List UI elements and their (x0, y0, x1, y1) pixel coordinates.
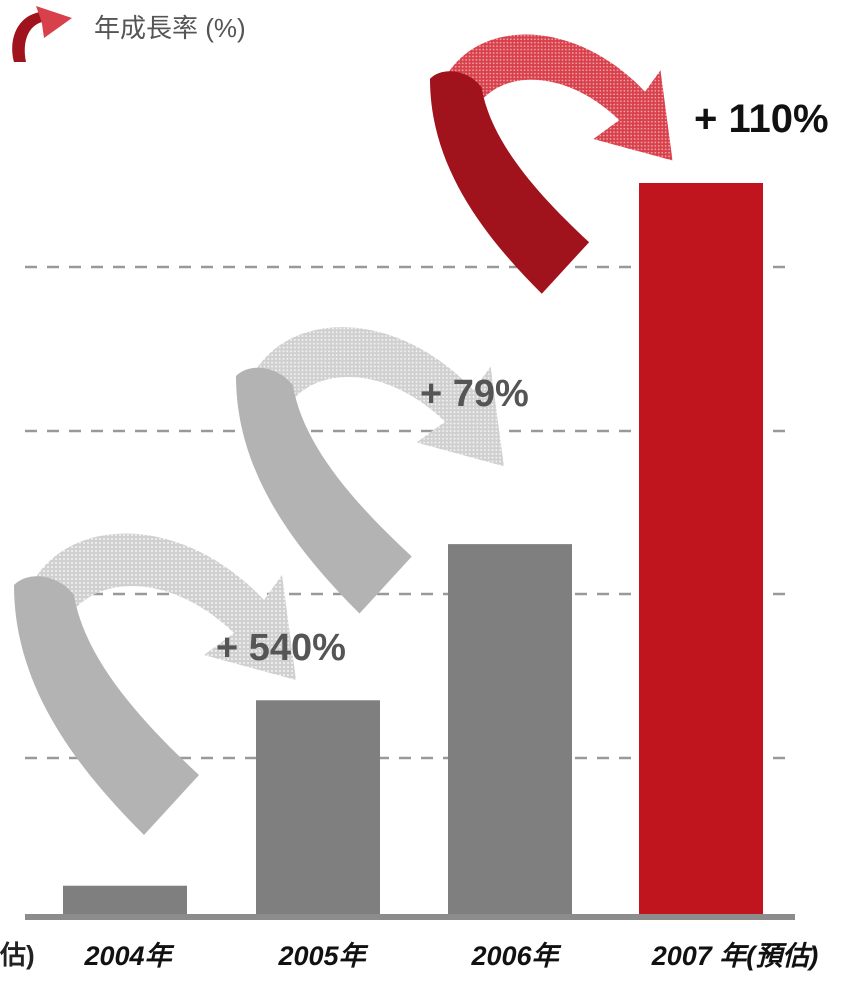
x-tick-label: 2007 年(預估) (651, 941, 819, 971)
bar (639, 183, 763, 915)
curved-arrow-icon (12, 6, 72, 62)
growth-arrows (14, 34, 673, 835)
growth-rate-label: + 79% (420, 373, 529, 415)
bar (448, 544, 572, 915)
arrow-tail (430, 71, 590, 294)
legend-label: 年成長率 (%) (94, 13, 246, 43)
growth-arrow-2006 (236, 327, 504, 614)
arrow-head (447, 34, 673, 161)
growth-arrow-2005 (14, 533, 296, 835)
arrow-head (255, 327, 504, 467)
labels: + 540% + 79% + 110% 2004年 2005年 2006年 2007 年(預… (83, 97, 828, 971)
arrow-tail (14, 576, 199, 835)
growth-rate-label: + 540% (216, 627, 346, 669)
growth-rate-label: + 110% (694, 97, 829, 141)
bar (256, 700, 380, 915)
x-tick-label: 2006年 (470, 941, 561, 971)
x-tick-label: 2005年 (277, 941, 368, 971)
x-tick-label: 2004年 (83, 941, 174, 971)
cropped-edge-label: 估) (0, 940, 35, 970)
growth-arrow-2007 (430, 34, 673, 294)
bar (63, 885, 187, 915)
arrow-head (34, 533, 296, 680)
arrow-tail (236, 367, 412, 614)
bars (63, 183, 763, 915)
